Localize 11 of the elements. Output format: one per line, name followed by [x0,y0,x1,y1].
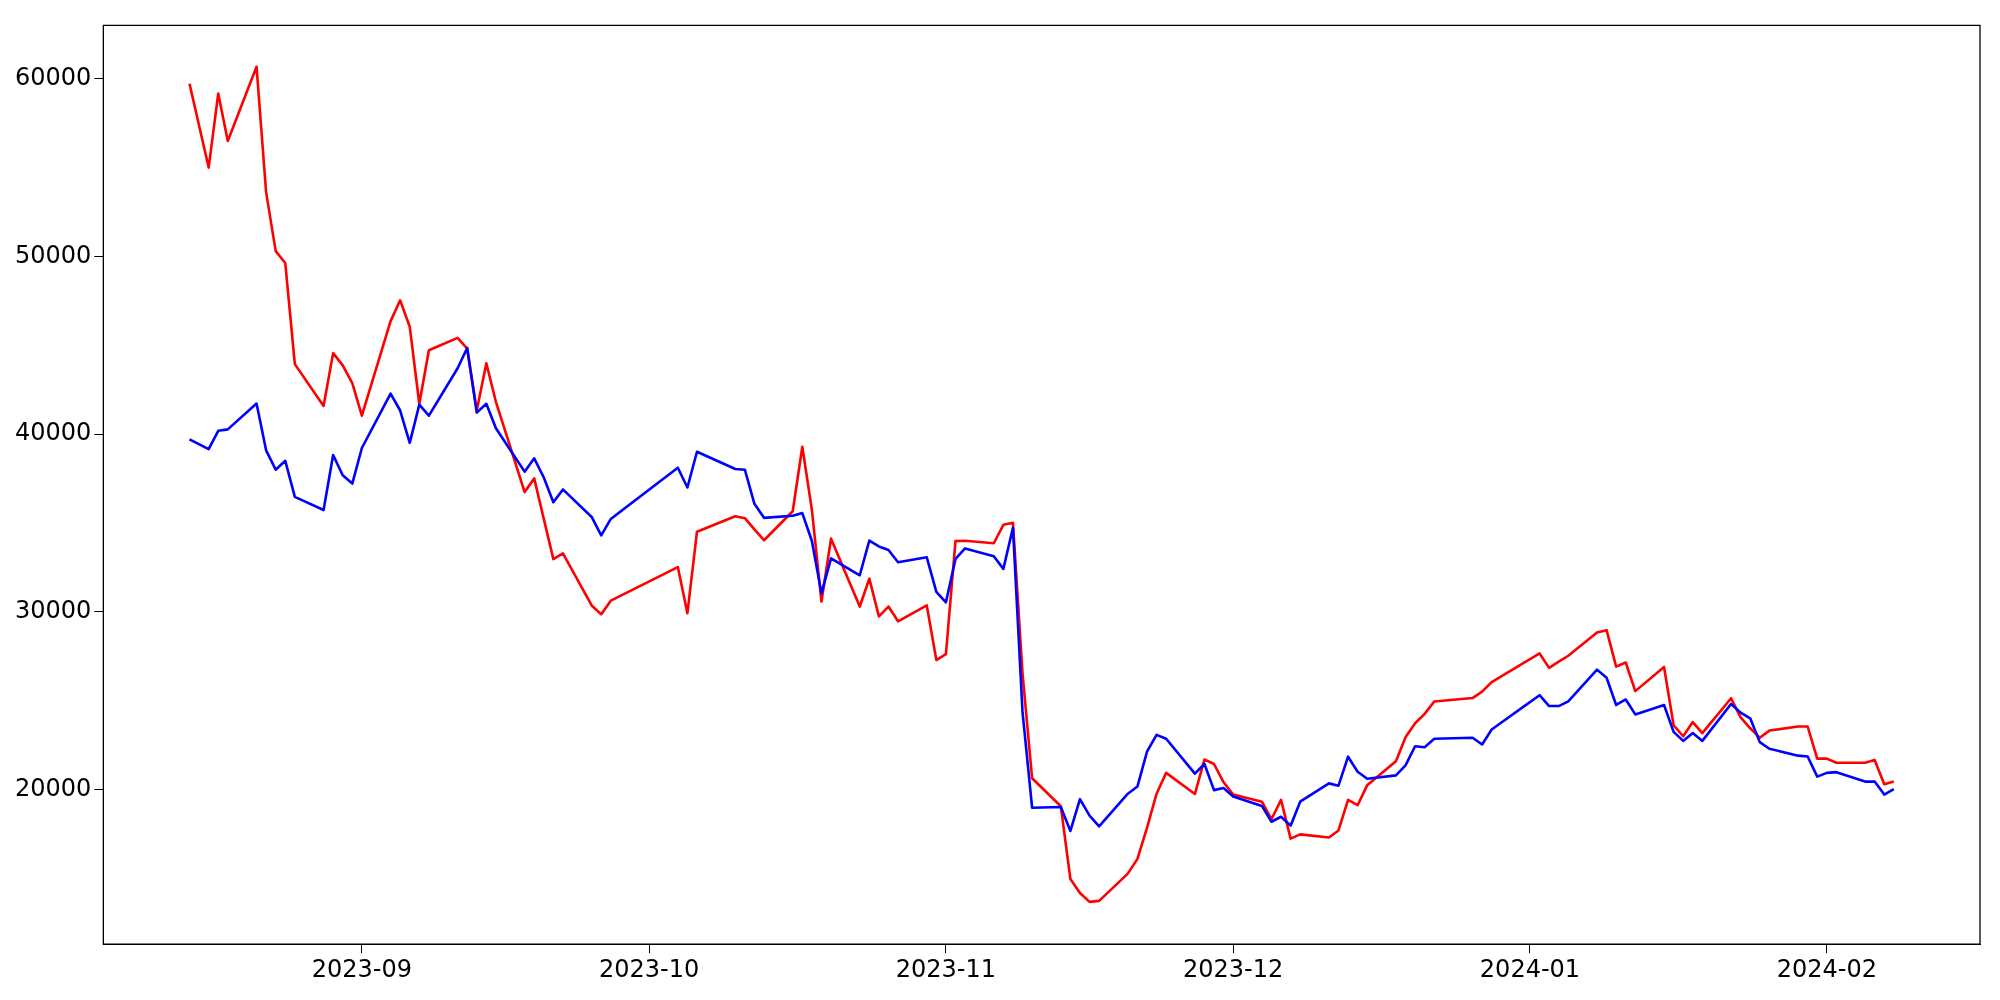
y-tick-label: 40000 [14,418,92,447]
x-tick-label: 2023-12 [1183,954,1284,983]
x-tick-label: 2023-10 [598,954,700,983]
y-tick-label: 20000 [14,773,92,802]
y-tick-label: 50000 [14,240,92,269]
x-tick-label: 2023-11 [895,954,997,983]
x-tick-label: 2023-09 [311,954,413,983]
y-tick-label: 60000 [14,62,92,91]
y-tick-label: 30000 [14,596,92,625]
x-tick-label: 2024-01 [1479,954,1581,983]
x-tick-label: 2024-02 [1776,954,1877,983]
